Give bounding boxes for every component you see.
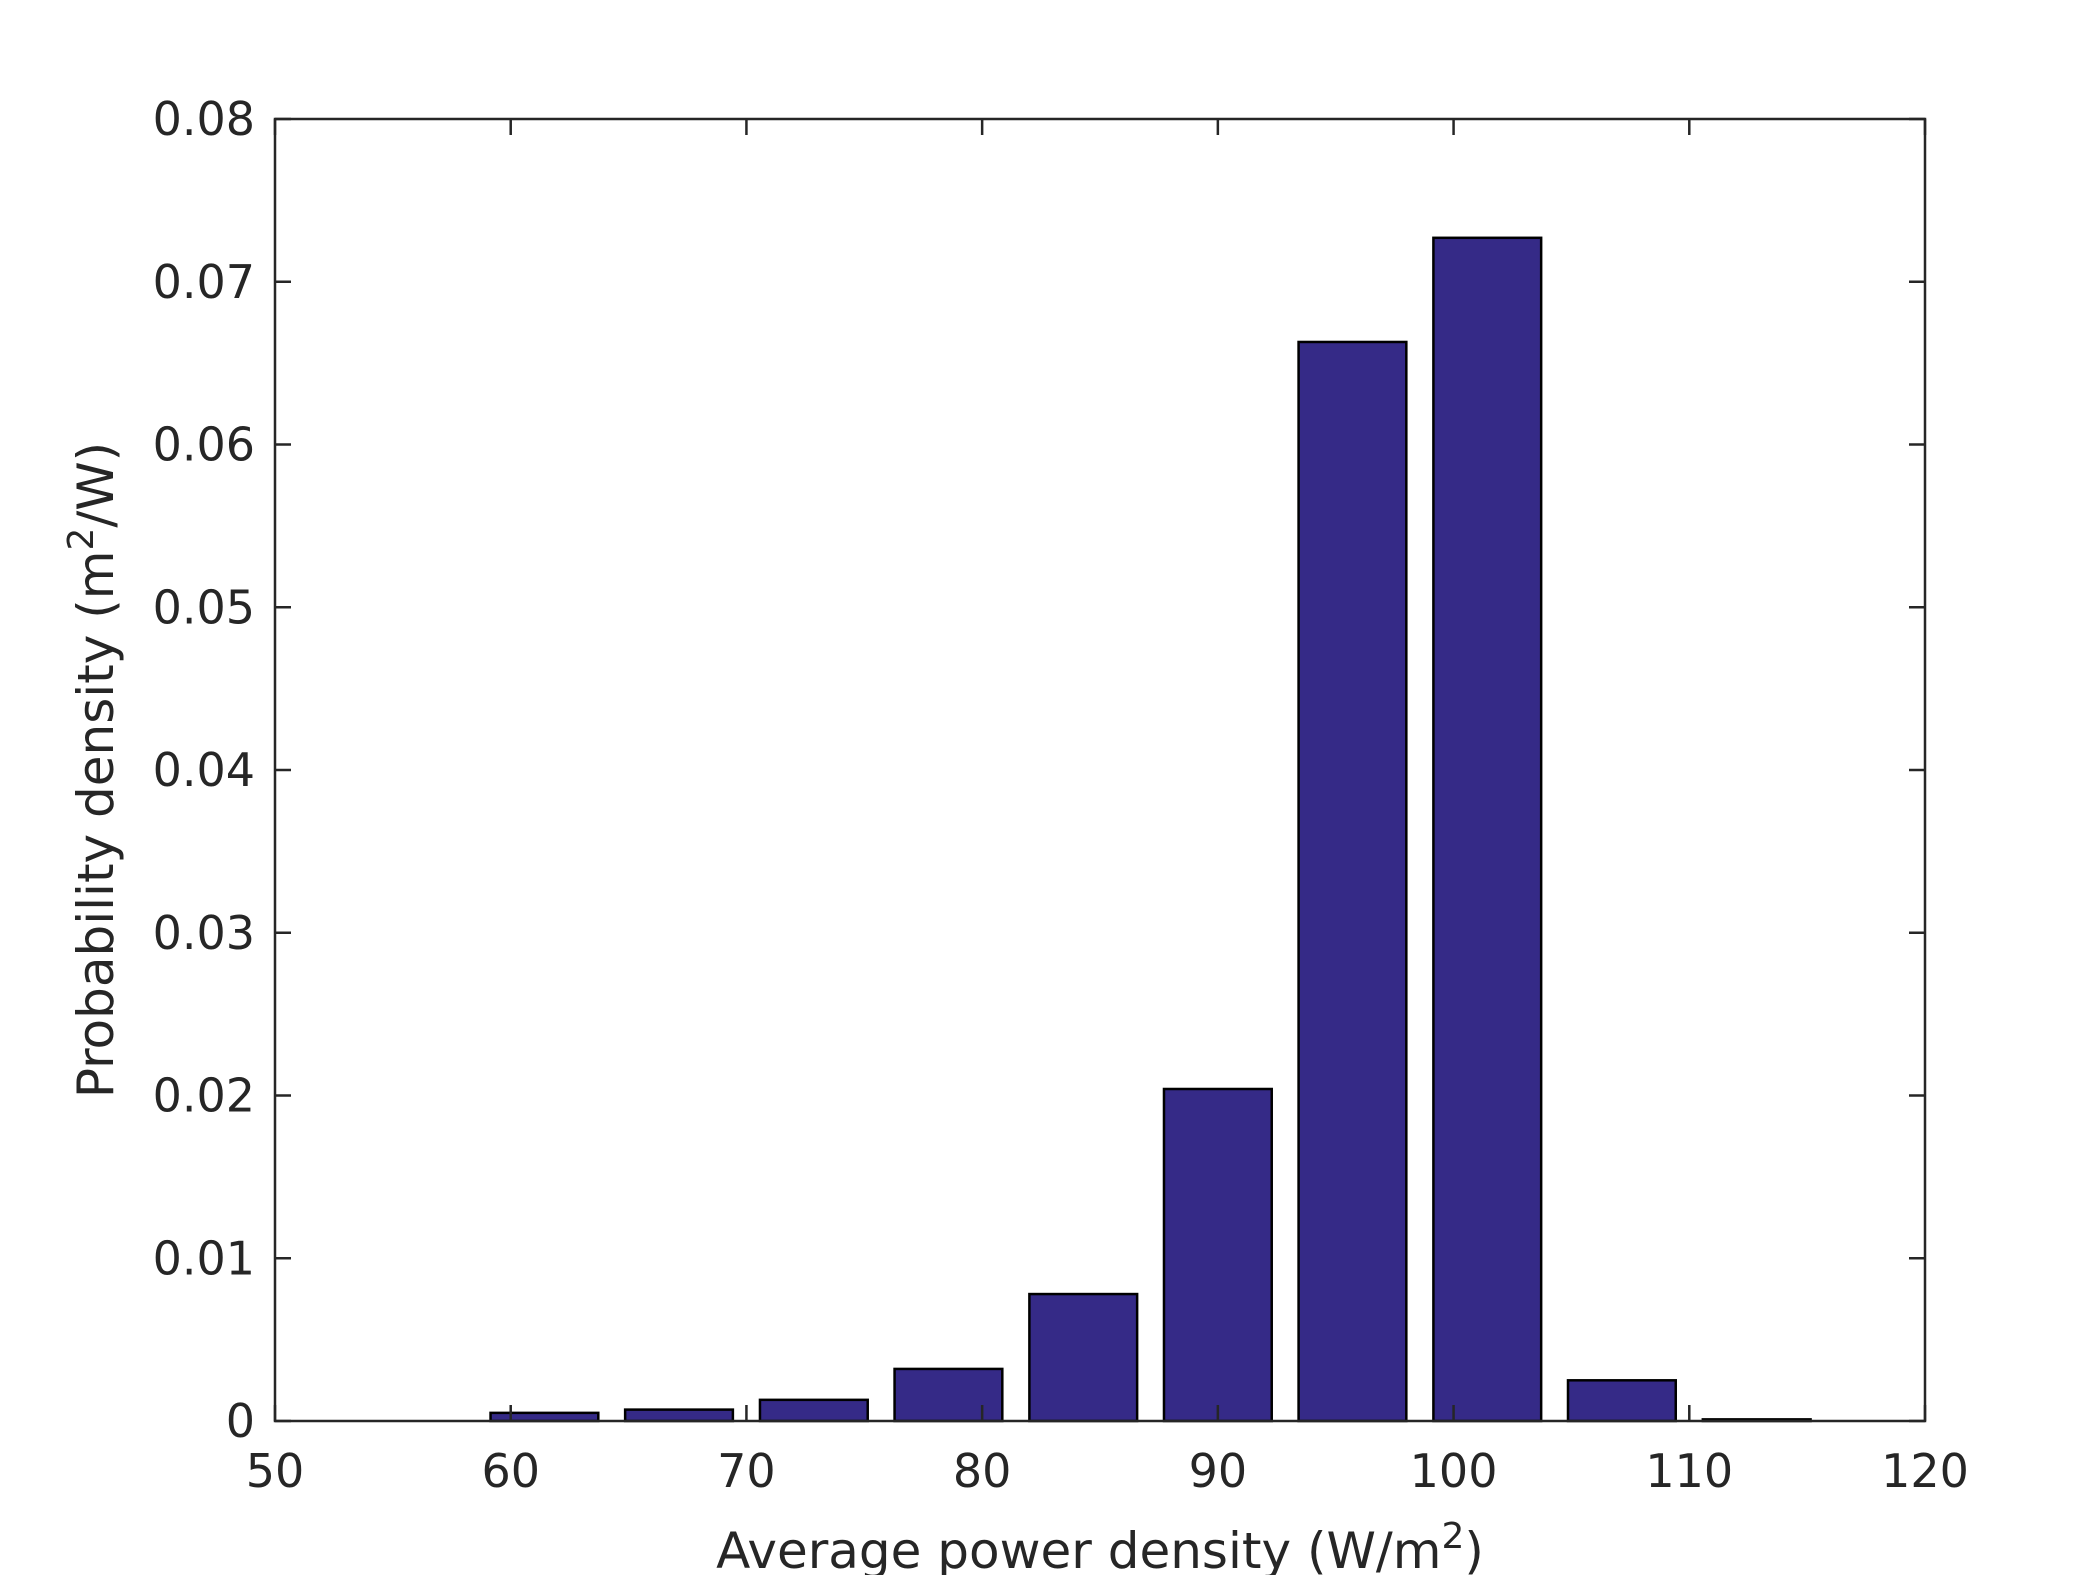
x-tick-label-4: 90 (1189, 1444, 1248, 1498)
bar-3 (893, 1367, 1004, 1423)
bar-7 (1432, 236, 1543, 1423)
x-axis-label: Average power density (W/m2) (716, 1516, 1484, 1575)
bar-2 (758, 1398, 869, 1423)
y-tick-label-3: 0.03 (153, 906, 255, 960)
y-axis-label: Probability density (m2/W) (61, 442, 126, 1098)
bar-6 (1297, 340, 1408, 1423)
x-tick-label-2: 70 (717, 1444, 776, 1498)
x-tick-label-0: 50 (246, 1444, 305, 1498)
x-tick-label-7: 120 (1881, 1444, 1969, 1498)
x-tick-label-3: 80 (953, 1444, 1012, 1498)
y-tick-label-4: 0.04 (153, 743, 255, 797)
y-tick-label-5: 0.05 (153, 580, 255, 634)
y-tick-label-7: 0.07 (153, 255, 255, 309)
ticks-group (273, 117, 1927, 1423)
bar-8 (1566, 1379, 1677, 1423)
bar-5 (1162, 1087, 1273, 1423)
x-tick-label-6: 110 (1645, 1444, 1733, 1498)
plot-frame (273, 117, 1927, 1423)
bar-1 (623, 1408, 735, 1423)
y-tick-label-0: 0 (226, 1394, 255, 1448)
x-tick-label-1: 60 (481, 1444, 540, 1498)
bars-group (489, 236, 1812, 1423)
y-tick-label-2: 0.02 (153, 1069, 255, 1123)
tick-labels-group: 50 60 70 80 90 100 110 120 0 0.01 0.02 0.03 0.04 0.05… (153, 92, 1969, 1498)
y-tick-label-8: 0.08 (153, 92, 255, 146)
x-tick-label-5: 100 (1410, 1444, 1498, 1498)
y-tick-label-6: 0.06 (153, 418, 255, 472)
bar-4 (1028, 1292, 1139, 1423)
y-tick-label-1: 0.01 (153, 1231, 255, 1285)
